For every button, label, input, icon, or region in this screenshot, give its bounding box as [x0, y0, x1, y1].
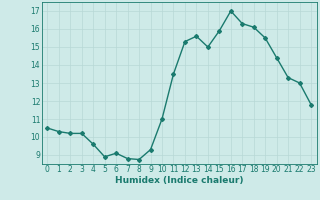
X-axis label: Humidex (Indice chaleur): Humidex (Indice chaleur): [115, 176, 244, 185]
